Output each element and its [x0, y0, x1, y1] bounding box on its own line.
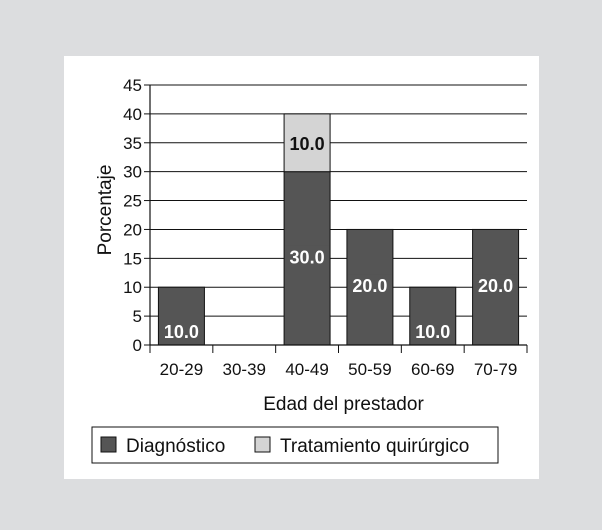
data-label: 10.0 — [415, 322, 450, 342]
data-label-box — [285, 245, 330, 268]
y-axis-title: Porcentaje — [95, 165, 116, 256]
legend-label: Tratamiento quirúrgico — [280, 436, 469, 457]
data-label: 10.0 — [290, 134, 325, 154]
data-label: 10.0 — [164, 322, 199, 342]
x-axis-title: Edad del prestador — [263, 394, 424, 415]
legend-swatch — [100, 436, 117, 453]
data-label-box — [473, 274, 518, 297]
y-tick-label: 10 — [123, 278, 142, 297]
x-tick-label: 70-79 — [474, 360, 517, 379]
data-label: 20.0 — [478, 276, 513, 296]
x-tick-label: 50-59 — [348, 360, 391, 379]
y-tick-label: 0 — [133, 336, 142, 355]
data-label-box — [159, 320, 204, 342]
x-tick-label: 40-49 — [285, 360, 328, 379]
x-tick-label: 20-29 — [160, 360, 203, 379]
y-tick-label: 25 — [123, 192, 142, 211]
y-tick-label: 15 — [123, 249, 142, 268]
x-tick-label: 60-69 — [411, 360, 454, 379]
y-tick-label: 20 — [123, 220, 142, 239]
y-tick-label: 35 — [123, 134, 142, 153]
data-label: 30.0 — [290, 247, 325, 267]
legend-box — [91, 426, 499, 464]
data-label-box — [285, 131, 330, 154]
y-tick-label: 5 — [133, 307, 142, 326]
data-label-box — [347, 274, 392, 297]
y-tick-label: 40 — [123, 105, 142, 124]
legend-label: Diagnóstico — [126, 436, 225, 457]
legend-swatch — [254, 436, 271, 453]
y-tick-label: 45 — [123, 76, 142, 95]
data-label: 20.0 — [352, 276, 387, 296]
y-tick-label: 30 — [123, 163, 142, 182]
x-tick-label: 30-39 — [223, 360, 266, 379]
data-label-box — [410, 320, 455, 342]
